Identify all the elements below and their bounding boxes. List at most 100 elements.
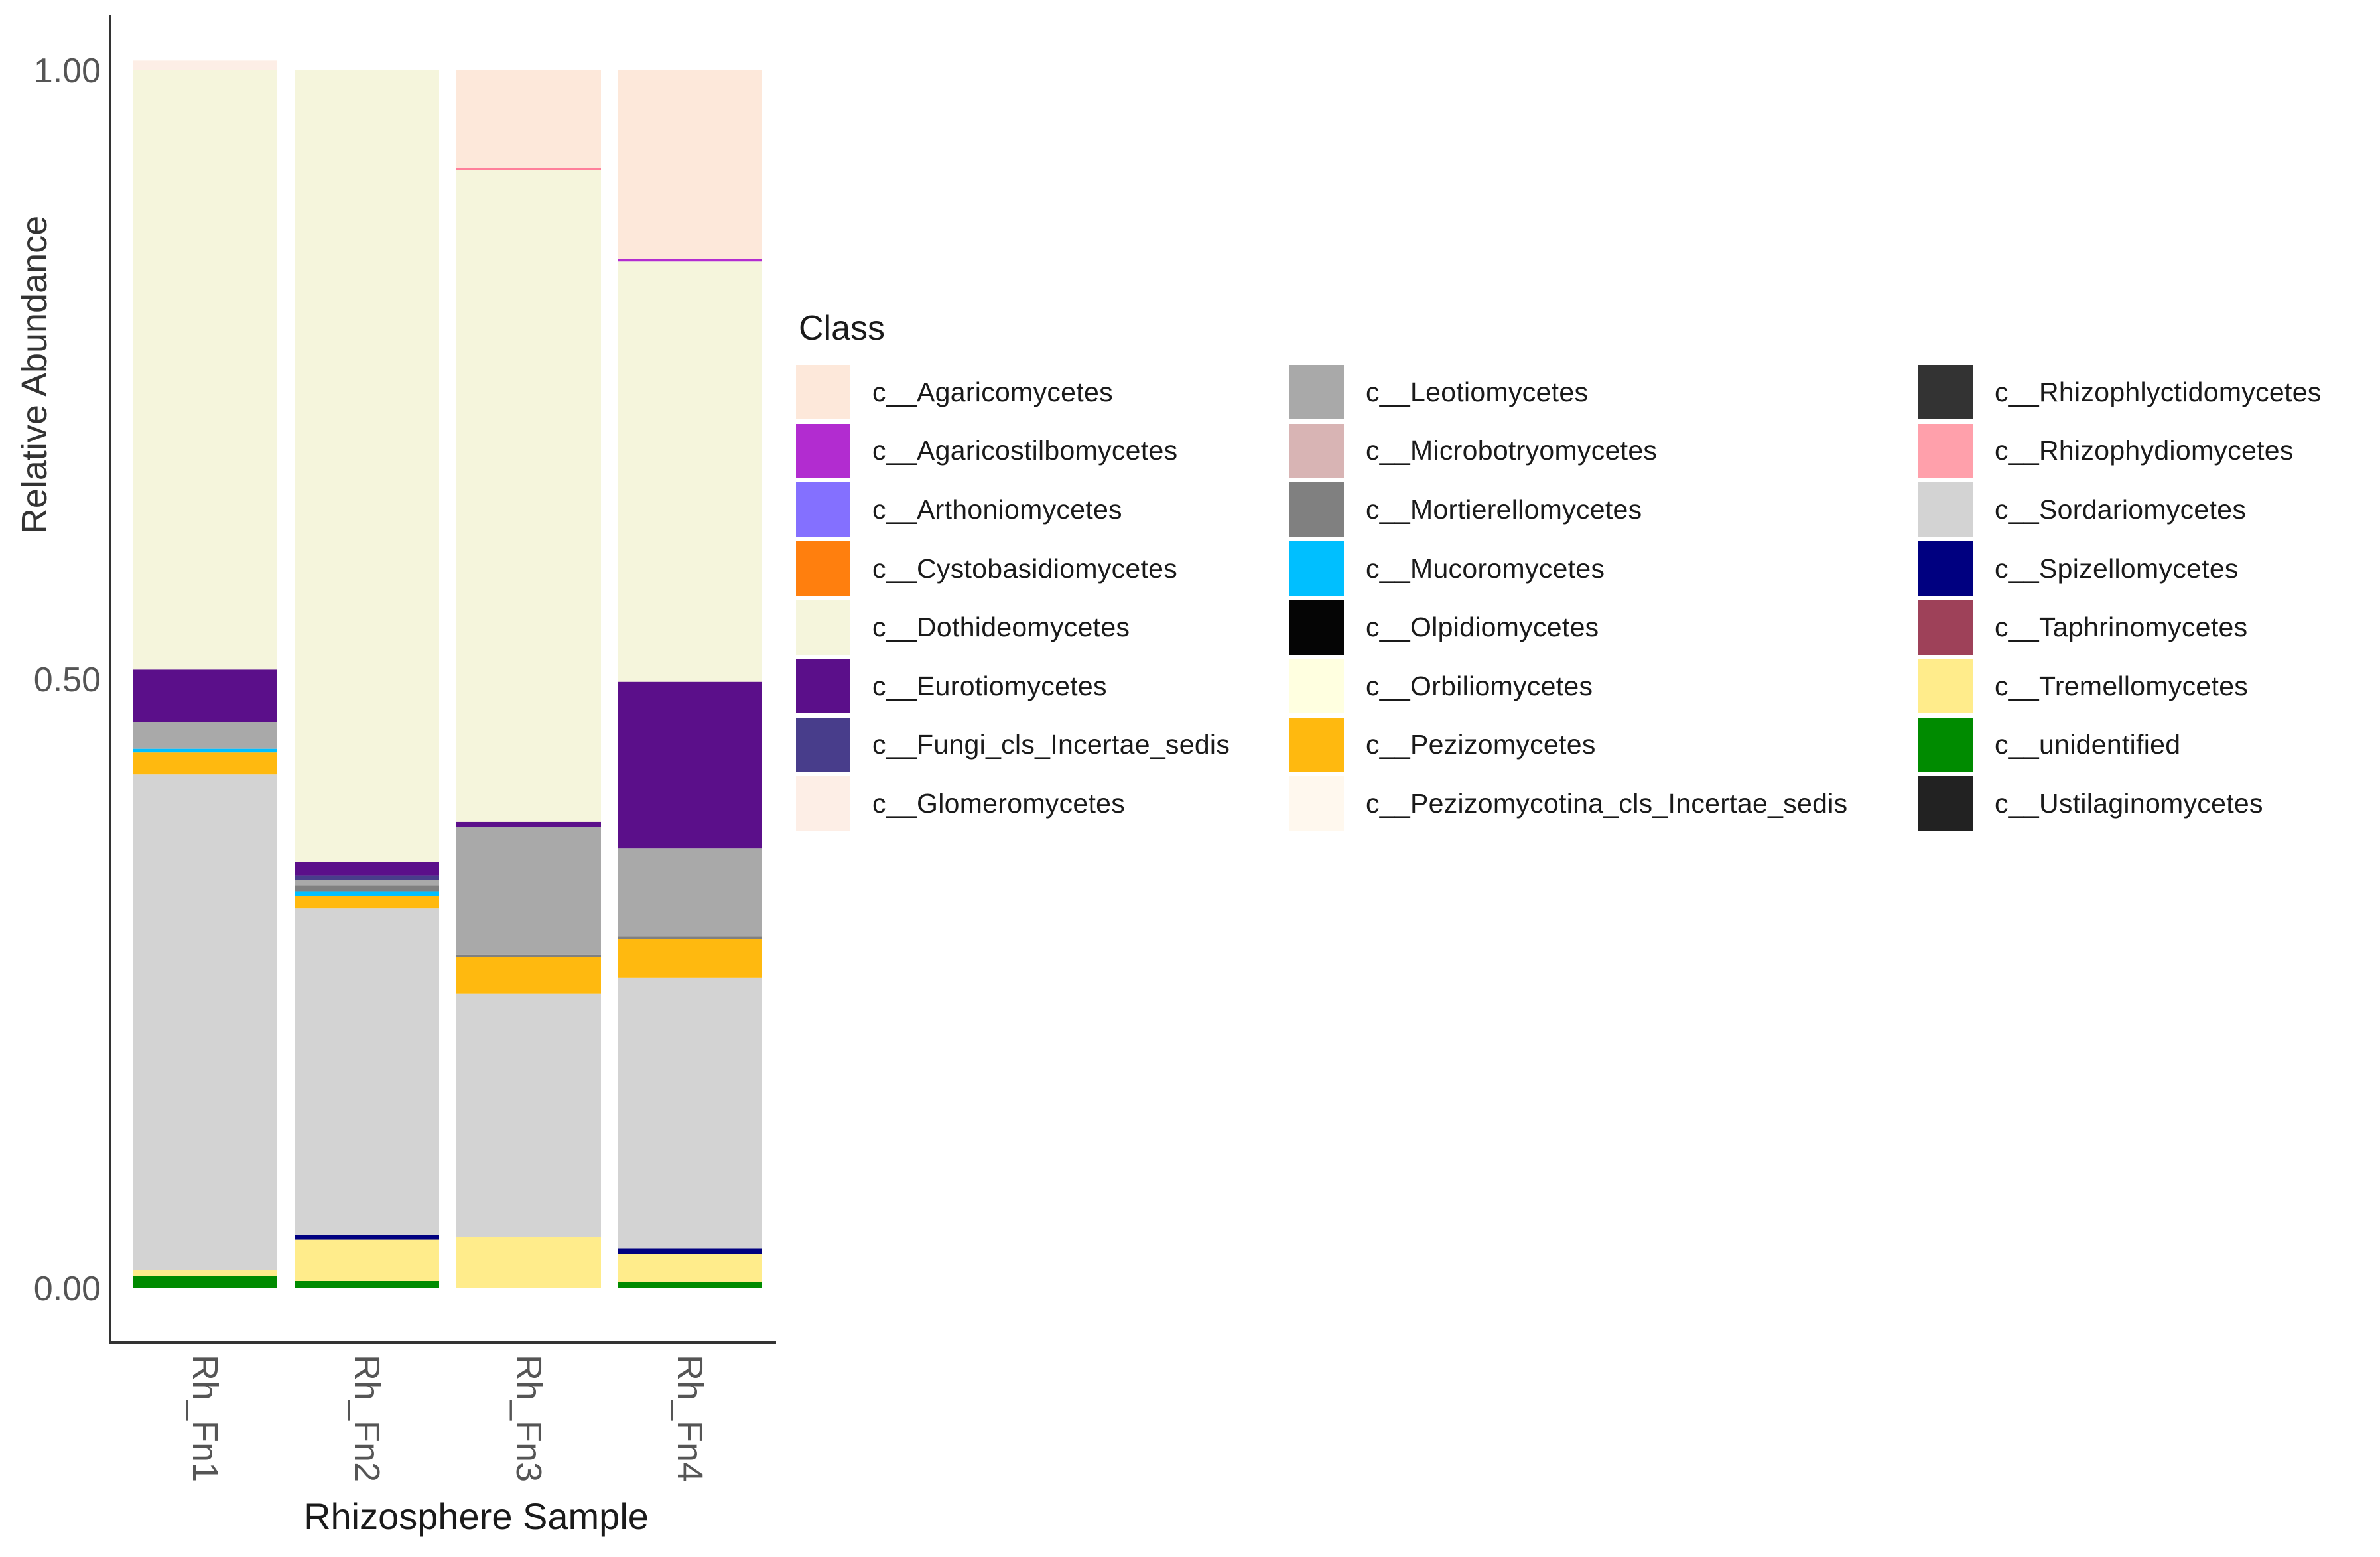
legend-item: c__Agaricomycetes — [796, 363, 1289, 422]
x-tick-label: Rh_Fn3 — [509, 1355, 549, 1482]
bar-segment-Rh_Fn1-tremellomycetes — [133, 1270, 277, 1276]
legend-key-swatch — [1289, 600, 1344, 655]
legend-item: c__Leotiomycetes — [1289, 363, 1918, 422]
bar-segment-Rh_Fn3-dothideomycetes — [456, 170, 601, 822]
legend-grid: c__Agaricomycetes c__Agaricostilbomycetes… — [796, 363, 2375, 833]
legend-label: c__Microbotryomycetes — [1366, 435, 1658, 466]
legend-key-swatch — [796, 541, 850, 596]
legend-key-swatch — [1289, 423, 1344, 478]
bar-segment-Rh_Fn4-spizellomycetes — [618, 1248, 762, 1254]
legend: Class c__Agaricomycetes c__Agaricostilbom… — [796, 308, 2375, 833]
legend-key-swatch — [1918, 600, 1973, 655]
legend-item: c__Dothideomycetes — [796, 598, 1289, 657]
bar-segment-Rh_Fn4-unidentified — [618, 1282, 762, 1288]
bar-segment-Rh_Fn4-tremellomycetes — [618, 1254, 762, 1282]
legend-item: c__Pezizomycotina_cls_Incertae_sedis — [1289, 774, 1918, 833]
legend-key-swatch — [796, 482, 850, 537]
bar-segment-Rh_Fn3-agaricomycetes — [456, 70, 601, 168]
x-axis-title: Rhizosphere Sample — [304, 1495, 649, 1537]
bar-segment-Rh_Fn4-dothideomycetes — [618, 261, 762, 682]
legend-item: c__Ustilaginomycetes — [1918, 774, 2369, 833]
bar-segment-Rh_Fn1-mucoromycetes — [133, 748, 277, 753]
x-tick-label: Rh_Fn1 — [185, 1355, 225, 1482]
legend-key-swatch — [796, 717, 850, 772]
legend-label: c__Rhizophydiomycetes — [1995, 435, 2294, 466]
legend-item: c__Mortierellomycetes — [1289, 480, 1918, 539]
legend-key-swatch — [796, 659, 850, 714]
legend-item: c__Olpidiomycetes — [1289, 598, 1918, 657]
bar-segment-Rh_Fn1-unidentified — [133, 1276, 277, 1288]
legend-item: c__Spizellomycetes — [1918, 539, 2369, 598]
bar-segment-Rh_Fn3-sordariomycetes — [456, 993, 601, 1237]
legend-item: c__unidentified — [1918, 716, 2369, 775]
legend-label: c__Fungi_cls_Incertae_sedis — [872, 729, 1230, 760]
legend-item: c__Arthoniomycetes — [796, 480, 1289, 539]
chart-canvas: 0.00 0.50 1.00 Rh_Fn1 Rh_Fn2 Rh_Fn3 Rh_Fn4 Re… — [15, 15, 776, 1537]
legend-key-swatch — [1289, 482, 1344, 537]
bar-segment-Rh_Fn4-mortierellomycetes — [618, 936, 762, 939]
bar-segment-Rh_Fn2-mucoromycetes — [295, 891, 439, 896]
legend-label: c__Tremellomycetes — [1995, 670, 2249, 701]
legend-title: Class — [799, 309, 886, 348]
bar-segment-Rh_Fn1-glomeromycetes — [133, 60, 277, 70]
legend-label: c__Cystobasidiomycetes — [872, 553, 1178, 584]
legend-item: c__Fungi_cls_Incertae_sedis — [796, 716, 1289, 775]
x-tick-label: Rh_Fn2 — [347, 1355, 387, 1482]
bar-segment-Rh_Fn4-pezizomycetes — [618, 939, 762, 978]
legend-key-swatch — [1289, 717, 1344, 772]
bar-segment-Rh_Fn2-unidentified — [295, 1280, 439, 1288]
legend-item: c__Pezizomycetes — [1289, 716, 1918, 775]
legend-item: c__Rhizophlyctidomycetes — [1918, 363, 2369, 422]
legend-item: c__Sordariomycetes — [1918, 480, 2369, 539]
bar-segment-Rh_Fn3-eurotiomycetes — [456, 821, 601, 827]
legend-item: c__Cystobasidiomycetes — [796, 539, 1289, 598]
legend-key-swatch — [1918, 659, 1973, 714]
legend-key-swatch — [796, 776, 850, 831]
legend-item: c__Glomeromycetes — [796, 774, 1289, 833]
y-tick-label: 1.00 — [34, 52, 101, 90]
bars-layer — [133, 60, 762, 1288]
legend-key-swatch — [1918, 541, 1973, 596]
bar-segment-Rh_Fn1-sordariomycetes — [133, 774, 277, 1270]
y-tick-labels: 0.00 0.50 1.00 — [34, 52, 101, 1308]
legend-key-swatch — [796, 600, 850, 655]
bar-segment-Rh_Fn2-spizellomycetes — [295, 1235, 439, 1240]
legend-item: c__Agaricostilbomycetes — [796, 422, 1289, 481]
bar-segment-Rh_Fn1-eurotiomycetes — [133, 669, 277, 722]
legend-label: c__Agaricomycetes — [872, 376, 1113, 407]
bar-segment-Rh_Fn2-pezizomycetes — [295, 896, 439, 909]
legend-item: c__Mucoromycetes — [1289, 539, 1918, 598]
legend-label: c__Leotiomycetes — [1366, 376, 1589, 407]
bar-segment-Rh_Fn3-leotiomycetes — [456, 827, 601, 955]
legend-key-swatch — [1289, 776, 1344, 831]
legend-item: c__Microbotryomycetes — [1289, 422, 1918, 481]
legend-key-swatch — [796, 365, 850, 420]
legend-label: c__Olpidiomycetes — [1366, 612, 1599, 643]
legend-item: c__Tremellomycetes — [1918, 657, 2369, 716]
legend-item: c__Taphrinomycetes — [1918, 598, 2369, 657]
x-tick-label: Rh_Fn4 — [670, 1355, 710, 1482]
bar-segment-Rh_Fn4-eurotiomycetes — [618, 681, 762, 849]
y-tick-label: 0.50 — [34, 661, 101, 699]
bar-segment-Rh_Fn2-dothideomycetes — [295, 70, 439, 862]
bar-segment-Rh_Fn1-dothideomycetes — [133, 70, 277, 670]
y-axis-title: Relative Abundance — [15, 216, 54, 534]
bar-segment-Rh_Fn3-mortierellomycetes — [456, 954, 601, 957]
bar-segment-Rh_Fn1-pezizomycetes — [133, 752, 277, 775]
bar-segment-Rh_Fn2-sordariomycetes — [295, 908, 439, 1235]
bar-segment-Rh_Fn2-mortierellomycetes — [295, 885, 439, 892]
bar-segment-Rh_Fn4-agaricomycetes — [618, 70, 762, 259]
legend-key-swatch — [1918, 776, 1973, 831]
legend-label: c__Dothideomycetes — [872, 612, 1130, 643]
legend-label: c__Pezizomycotina_cls_Incertae_sedis — [1366, 787, 1848, 819]
legend-label: c__Eurotiomycetes — [872, 670, 1107, 701]
legend-label: c__Agaricostilbomycetes — [872, 435, 1178, 466]
legend-label: c__Arthoniomycetes — [872, 494, 1122, 525]
bar-segment-Rh_Fn3-tremellomycetes — [456, 1237, 601, 1288]
bar-segment-Rh_Fn2-eurotiomycetes — [295, 862, 439, 876]
bar-segment-Rh_Fn4-agaricostilbomycetes — [618, 259, 762, 262]
legend-key-swatch — [1918, 423, 1973, 478]
legend-label: c__Pezizomycetes — [1366, 729, 1596, 760]
legend-key-swatch — [1289, 659, 1344, 714]
legend-label: c__Glomeromycetes — [872, 787, 1126, 819]
